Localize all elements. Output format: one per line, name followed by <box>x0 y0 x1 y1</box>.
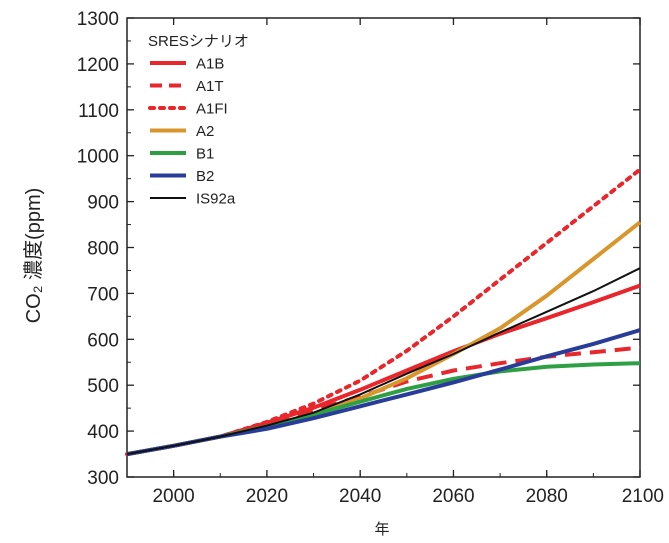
y-tick-label: 1100 <box>78 101 119 122</box>
series-line-b2 <box>126 328 641 457</box>
y-tick-label: 800 <box>87 239 119 260</box>
legend-label-b1: B1 <box>196 146 214 163</box>
y-tick-label: 500 <box>87 376 119 397</box>
y-tick-label: 600 <box>87 330 119 351</box>
x-tick-label: 2000 <box>152 486 194 507</box>
x-tick-label: 2040 <box>339 486 381 507</box>
x-tick-label: 2080 <box>526 486 568 507</box>
legend-label-b2: B2 <box>196 168 214 185</box>
x-tick-label: 2060 <box>432 486 474 507</box>
legend-label-a1fi: A1FI <box>196 101 228 118</box>
legend-label-a1b: A1B <box>196 56 224 73</box>
series-line-a2 <box>126 220 642 457</box>
y-tick-label: 700 <box>87 284 119 305</box>
series-line-a1fi <box>125 167 642 457</box>
series-layer <box>125 167 642 457</box>
x-axis-label: 年 <box>374 521 389 538</box>
y-tick-label: 300 <box>87 468 119 489</box>
y-tick-label: 1200 <box>77 55 119 76</box>
y-axis-label: CO₂ 濃度(ppm) <box>22 188 45 324</box>
legend: SRESシナリオ A1B A1T A1FI A2 B1 B2 IS92a <box>148 33 249 208</box>
legend-label-is92a: IS92a <box>196 191 236 208</box>
legend-label-a1t: A1T <box>196 78 224 95</box>
y-tick-label: 1000 <box>77 147 119 168</box>
y-tick-label: 1300 <box>77 9 119 30</box>
x-tick-label: 2100 <box>622 486 664 507</box>
series-line-a1b <box>126 283 641 457</box>
legend-title: SRESシナリオ <box>148 33 249 50</box>
legend-label-a2: A2 <box>196 123 214 140</box>
axes-layer: 300 400 500 600 700 800 900 1000 1100 1200 1300 200… <box>22 9 664 538</box>
y-tick-label: 400 <box>87 422 119 443</box>
x-tick-label: 2020 <box>246 486 288 507</box>
y-tick-label: 900 <box>87 193 119 214</box>
series-line-is92a <box>126 267 641 456</box>
